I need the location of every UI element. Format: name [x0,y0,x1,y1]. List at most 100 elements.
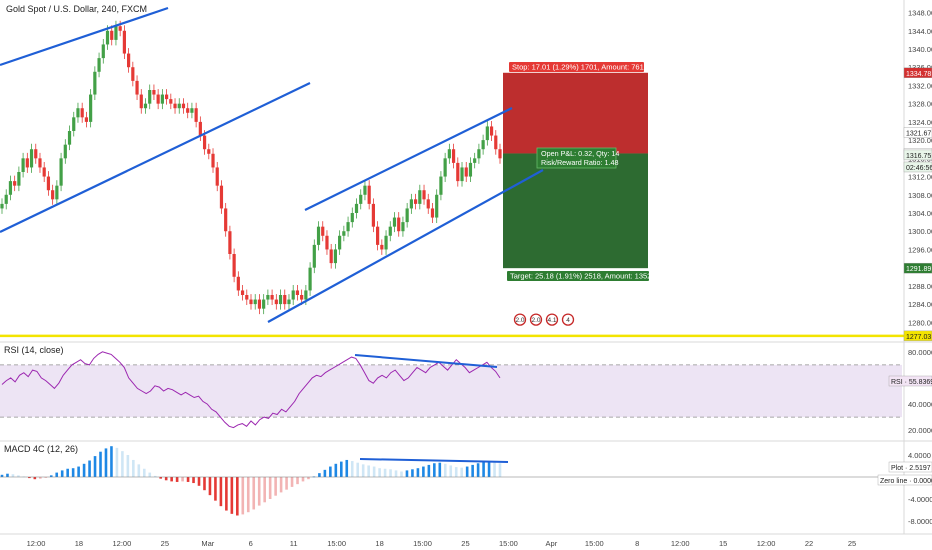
candle-body [13,181,17,186]
macd-plot-tag: Plot · 2.5197 [891,465,931,472]
rsi-tick: 80.0000 [908,348,932,357]
macd-bar [438,462,442,477]
candle-body [333,249,338,264]
time-tick: 18 [75,539,83,548]
macd-bar [307,477,310,480]
candle-body [401,222,405,232]
macd-bar [115,447,119,477]
time-tick: 18 [375,539,383,548]
candle-body [354,203,359,213]
macd-bar [55,472,59,477]
candle-body [278,295,283,305]
macd-bar [93,456,97,477]
macd-bar [433,463,436,477]
price-tag-box [903,262,932,274]
stop-label: Stop: 17.01 (1.29%) 1701, Amount: 761.86 [512,63,654,72]
candle-body [468,162,473,177]
price-tag-box [903,161,932,173]
candle-body [211,153,215,168]
candle-body [274,299,278,305]
candle-body [485,126,489,141]
macd-bar [6,473,9,477]
price-tag: 02:46:56 [906,165,932,172]
candle-body [257,299,262,309]
candle-body [236,276,240,291]
macd-bar [372,466,376,477]
macd-bar [175,477,179,482]
macd-bar [236,477,239,516]
candle-body [97,58,101,72]
macd-bar [126,455,130,477]
candle-body [380,244,384,250]
target-label-box [507,271,649,281]
risk-reward-label: Risk/Reward Ratio: 1.48 [541,158,619,167]
candle-body [325,235,329,250]
macd-bar [159,477,163,479]
candle-body [312,244,316,268]
macd-bar [246,477,250,513]
candle-body [232,254,236,277]
candle-body [228,231,232,254]
time-tick: 12:00 [757,539,776,548]
macd-bar [394,470,398,477]
candle-body [253,299,257,305]
macd-bar [148,472,152,477]
candle-body [300,295,304,300]
macd-bar [268,477,272,499]
macd-bar [203,477,206,491]
macd-bar [60,470,64,477]
rsi-line [1,351,501,429]
macd-bar [241,477,245,515]
candle-body [426,199,430,209]
macd-zero-tag: Zero line · 0.0000 [880,478,932,485]
macd-bar [11,474,15,477]
candle-body [76,108,80,118]
price-tick: 1340.00 [908,45,932,54]
candle-body [224,208,228,232]
macd-bar [285,477,288,490]
time-tick: 15:00 [585,539,604,548]
candle-body [376,226,380,245]
macd-zero-tag-box [877,474,932,486]
candle-body [392,217,397,227]
candle-body [169,99,173,104]
macd-bar [192,477,195,484]
target-zone [503,153,648,269]
candle-body [422,190,426,200]
candle-body [84,117,89,122]
macd-bar [318,473,321,477]
macd-bar [82,463,86,477]
time-tick: 8 [635,539,639,548]
rsi-tag: RSI · 55.8369 [891,379,932,386]
stop-label-box [509,62,644,72]
candle-body [367,185,371,204]
price-tick: 1296.00 [908,245,932,254]
event-marker-icon [561,313,575,326]
price-tick: 1312.00 [908,173,932,182]
candle-body [93,71,97,95]
macd-bar [225,477,228,511]
candle-body [460,167,464,182]
candle-body [148,90,152,104]
candle-body [34,149,38,159]
macd-bar [66,468,69,477]
event-marker-icon [545,313,559,326]
candle-body [346,222,350,232]
price-tick: 1328.00 [908,100,932,109]
macd-bar [142,468,146,477]
rsi-tick: 40.0000 [908,400,932,409]
candle-body [131,67,135,81]
candle-body [262,299,266,309]
macd-tick: -4.0000 [908,495,932,504]
macd-tick: -8.0000 [908,517,932,526]
macd-bar [454,467,458,477]
event-marker-icon [513,313,527,326]
candle-body [413,199,418,204]
macd-bar [405,470,409,477]
macd-bar [296,477,299,485]
price-tag: 1334.78 [906,71,931,78]
macd-bar [132,459,135,477]
candle-body [451,149,456,163]
macd-bar [263,477,266,503]
